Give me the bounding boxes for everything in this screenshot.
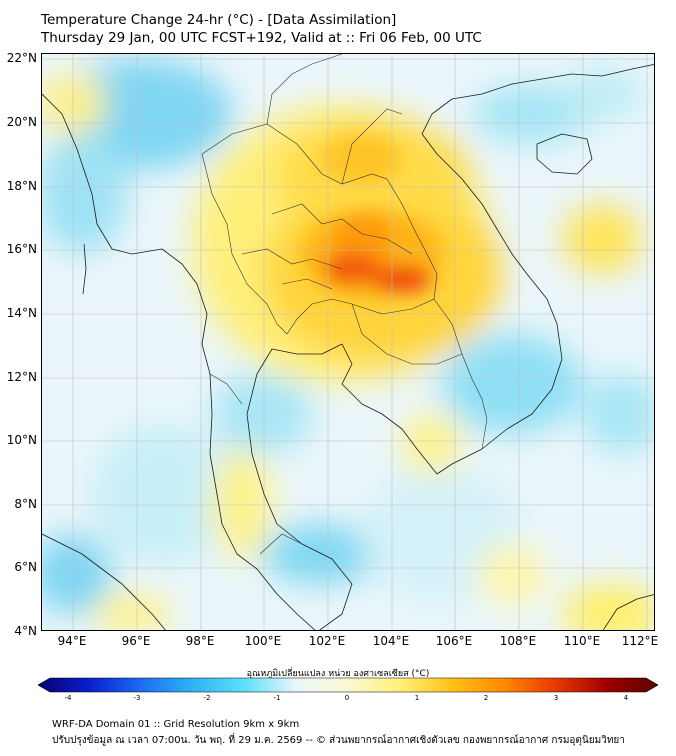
lon-label: 104°E	[372, 634, 410, 648]
colorbar-tick: -4	[64, 694, 72, 702]
coastlines	[42, 64, 654, 630]
lon-label: 110°E	[563, 634, 601, 648]
colorbar-tick: 1	[414, 694, 420, 702]
colorbar-tick: 2	[483, 694, 489, 702]
lon-label: 112°E	[621, 634, 659, 648]
colorbar-tick: 3	[553, 694, 559, 702]
temperature-map	[41, 53, 655, 631]
lon-label: 106°E	[435, 634, 473, 648]
lon-label: 102°E	[308, 634, 346, 648]
map-title: Temperature Change 24-hr (°C) - [Data As…	[41, 12, 397, 28]
lat-label: 14°N	[6, 306, 37, 320]
lon-label: 94°E	[57, 634, 87, 648]
footer-credit: ปรับปรุงข้อมูล ณ เวลา 07:00น. วัน พฤ. ที…	[52, 735, 625, 746]
colorbar-tick: -1	[273, 694, 281, 702]
country-borders	[201, 54, 488, 555]
lon-label: 108°E	[499, 634, 537, 648]
lat-label: 10°N	[6, 433, 37, 447]
colorbar-tick: 0	[344, 694, 350, 702]
lon-label: 100°E	[244, 634, 282, 648]
lat-label: 8°N	[14, 497, 37, 511]
temperature-hotspots	[302, 134, 442, 299]
map-subtitle: Thursday 29 Jan, 00 UTC FCST+192, Valid …	[41, 30, 482, 46]
lat-label: 6°N	[14, 560, 37, 574]
footer-model-info: WRF-DA Domain 01 :: Grid Resolution 9km …	[52, 719, 300, 730]
colorbar-tick: 4	[623, 694, 629, 702]
lat-label: 16°N	[6, 242, 37, 256]
colorbar-title: อุณหภูมิเปลี่ยนแปลง หน่วย องศาเซลเซียส (…	[246, 669, 430, 679]
lon-label: 96°E	[121, 634, 151, 648]
lat-label: 18°N	[6, 179, 37, 193]
map-canvas	[42, 54, 654, 630]
graticule	[42, 54, 654, 630]
lat-label: 4°N	[14, 624, 37, 638]
colorbar-bar	[38, 677, 658, 693]
colorbar-tick: -2	[203, 694, 211, 702]
lat-label: 20°N	[6, 115, 37, 129]
lat-label: 12°N	[6, 370, 37, 384]
colorbar	[38, 677, 658, 693]
lon-label: 98°E	[185, 634, 215, 648]
lat-label: 22°N	[6, 51, 37, 65]
colorbar-tick: -3	[133, 694, 141, 702]
